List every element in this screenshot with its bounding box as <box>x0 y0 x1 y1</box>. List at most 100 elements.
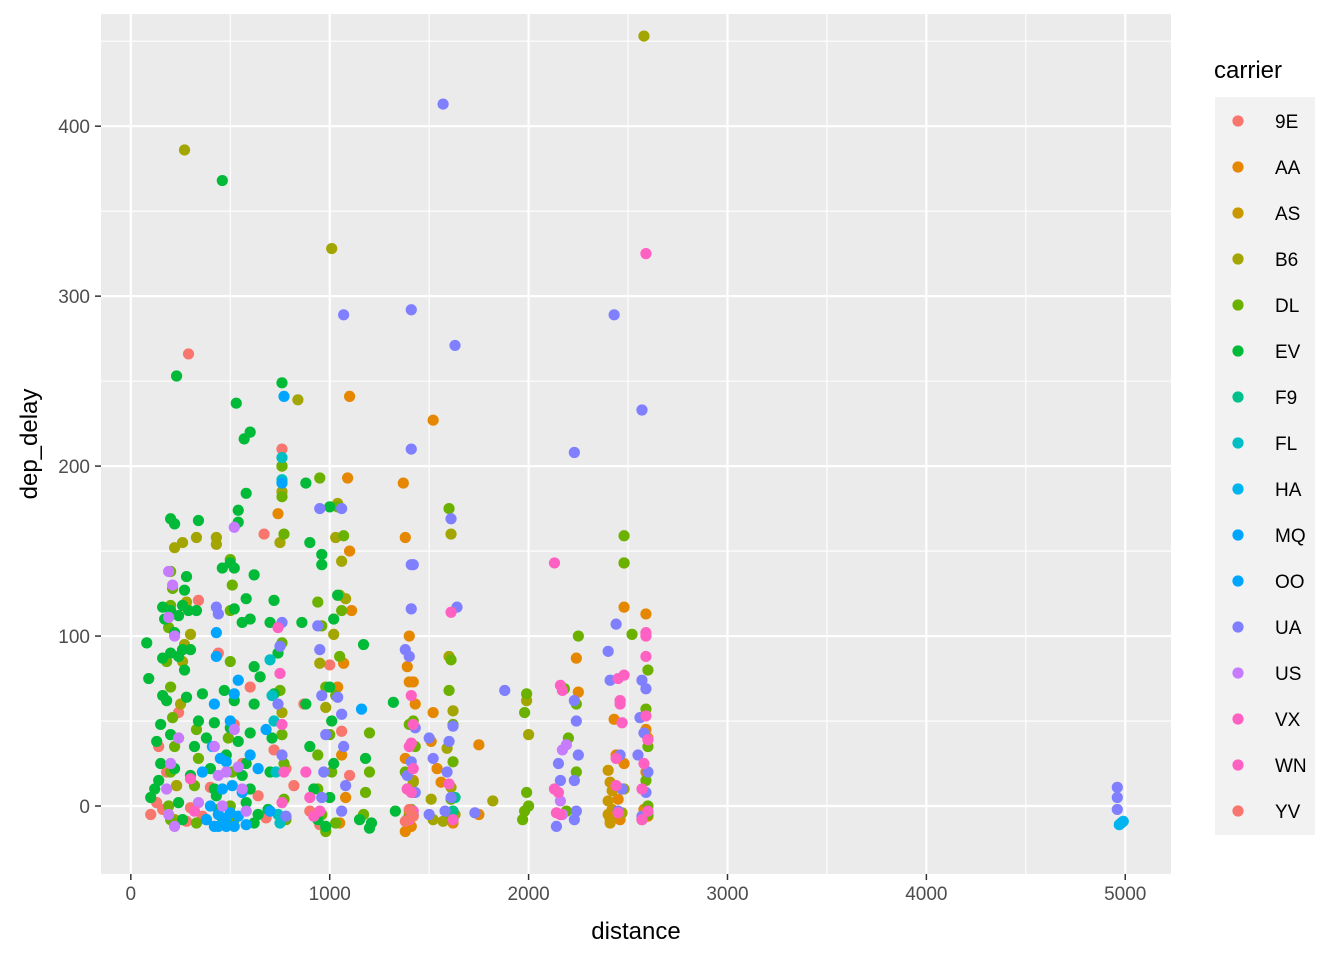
data-point <box>407 718 419 731</box>
data-point <box>300 477 312 489</box>
plot-panel <box>101 14 1171 874</box>
data-point <box>304 791 316 804</box>
y-axis: 0 100 200 300 400 <box>58 117 101 818</box>
data-point <box>340 780 352 792</box>
data-point <box>314 472 326 484</box>
data-point <box>226 780 238 792</box>
series-ha <box>1113 815 1129 831</box>
data-point <box>230 397 242 409</box>
data-point <box>405 443 417 455</box>
legend-key-background <box>1215 97 1315 835</box>
data-point <box>642 734 654 746</box>
data-point <box>274 640 286 652</box>
data-point <box>326 715 338 727</box>
data-point <box>642 664 654 676</box>
data-point <box>216 800 228 812</box>
data-point <box>403 630 415 642</box>
data-point <box>568 774 580 787</box>
data-point <box>602 645 614 657</box>
data-point <box>487 795 499 807</box>
data-point <box>399 644 411 656</box>
data-point <box>445 513 457 525</box>
data-point <box>320 729 332 741</box>
data-point <box>292 394 304 406</box>
legend-label: YV <box>1275 802 1301 823</box>
data-point <box>552 757 565 770</box>
legend-item-aa: AA <box>1232 158 1301 179</box>
data-point <box>407 559 419 571</box>
legend-item-ev: EV <box>1232 342 1301 363</box>
data-point <box>423 732 435 744</box>
data-point <box>324 681 336 693</box>
x-tick-label: 2000 <box>507 884 549 905</box>
data-point <box>163 565 175 578</box>
data-point <box>554 774 567 787</box>
data-point <box>314 657 326 669</box>
data-point <box>288 780 300 792</box>
legend-key <box>1232 345 1244 357</box>
data-point <box>153 774 165 787</box>
data-point <box>155 718 167 731</box>
data-point <box>399 815 411 827</box>
data-point <box>445 654 457 666</box>
data-point <box>316 791 328 804</box>
data-point <box>401 783 413 795</box>
data-point <box>216 783 228 795</box>
data-point <box>270 766 282 778</box>
data-point <box>240 487 252 499</box>
data-point <box>196 688 209 700</box>
data-point <box>425 793 437 805</box>
legend-label: B6 <box>1275 250 1298 271</box>
data-point <box>196 766 209 778</box>
data-point <box>570 766 582 778</box>
data-point <box>326 766 338 778</box>
data-point <box>208 717 220 729</box>
data-point <box>276 491 288 503</box>
data-point <box>608 309 620 321</box>
data-point <box>212 608 224 620</box>
data-point <box>304 536 316 549</box>
data-point <box>1111 791 1123 804</box>
data-point <box>218 684 230 697</box>
legend-key <box>1232 529 1244 541</box>
data-point <box>338 530 350 542</box>
data-point <box>266 732 278 744</box>
data-point <box>336 805 348 817</box>
data-point <box>632 749 644 761</box>
data-point <box>320 701 332 714</box>
data-point <box>172 610 185 622</box>
data-point <box>184 644 197 656</box>
data-point <box>521 688 533 700</box>
legend-key <box>1232 299 1244 311</box>
data-point <box>332 681 344 693</box>
data-point <box>427 706 439 719</box>
data-point <box>610 780 622 792</box>
data-point <box>405 603 417 615</box>
data-point <box>228 521 240 533</box>
legend-key <box>1232 115 1244 127</box>
data-point <box>523 729 535 741</box>
data-point <box>149 783 161 795</box>
data-point <box>521 786 533 799</box>
data-point <box>602 764 614 776</box>
data-point <box>244 613 256 625</box>
data-point <box>548 557 561 569</box>
data-point <box>338 740 350 753</box>
data-point <box>312 749 324 761</box>
x-tick-label: 3000 <box>706 884 748 905</box>
data-point <box>618 557 630 569</box>
data-point <box>240 593 252 605</box>
data-point <box>447 814 459 826</box>
data-point <box>363 727 376 739</box>
data-point <box>336 555 348 567</box>
data-point <box>163 808 175 821</box>
data-point <box>344 545 356 557</box>
data-point <box>572 749 584 761</box>
legend-label: AS <box>1275 204 1300 225</box>
legend-label: EV <box>1275 342 1301 363</box>
data-point <box>163 800 175 812</box>
data-point <box>427 752 439 765</box>
data-point <box>260 723 272 736</box>
data-point <box>192 797 205 809</box>
data-point <box>252 763 264 775</box>
